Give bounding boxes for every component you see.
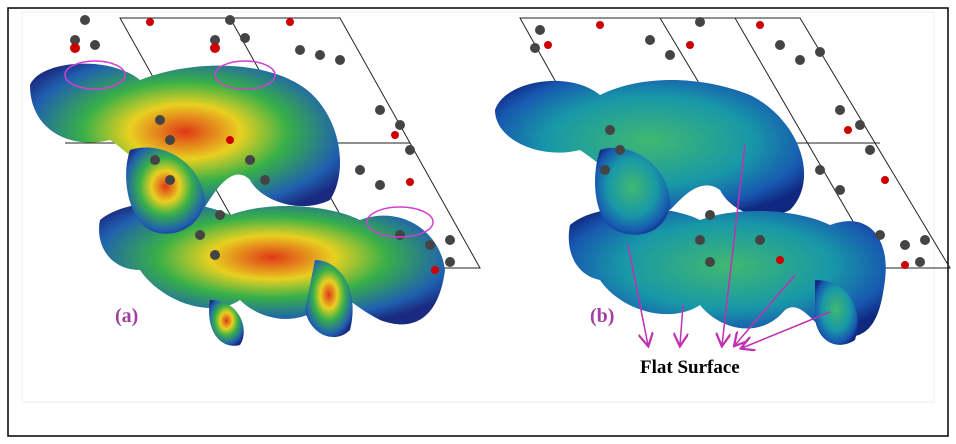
annotation: Flat Surface: [640, 357, 740, 378]
figure: (a): [0, 0, 956, 444]
panel-label: (a): [115, 305, 138, 327]
surfaces: [495, 80, 886, 345]
panel-b: (b) Flat Surface: [495, 17, 950, 378]
panel-a: (a): [30, 15, 480, 346]
panel-label: (b): [590, 305, 614, 327]
page: (a): [0, 0, 956, 444]
